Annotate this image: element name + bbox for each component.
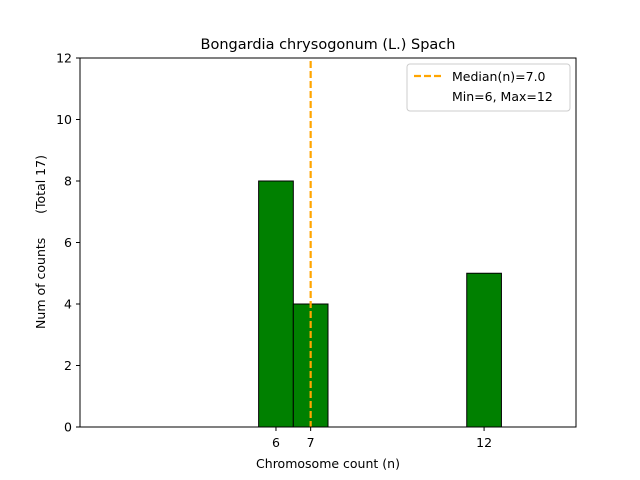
bar-n-12	[466, 272, 502, 428]
x-tick-label: 6	[272, 435, 280, 450]
y-axis-ticks: 0 2 4 6 8 10 12	[56, 51, 80, 435]
y-tick-label: 6	[64, 235, 72, 250]
legend-entry-median: Median(n)=7.0	[452, 69, 546, 84]
y-tick-label: 4	[64, 297, 72, 312]
y-axis-label: Num of counts (Total 17)	[33, 155, 48, 329]
y-tick-label: 12	[56, 51, 72, 66]
y-tick-label: 0	[64, 420, 72, 435]
x-tick-label: 7	[307, 435, 315, 450]
y-tick-label: 2	[64, 358, 72, 373]
chart-title: Bongardia chrysogonum (L.) Spach	[201, 37, 456, 53]
legend: Median(n)=7.0 Min=6, Max=12	[406, 63, 571, 112]
x-axis-ticks: 6 7 12	[272, 427, 492, 450]
x-axis-label: Chromosome count (n)	[256, 456, 400, 471]
bar-n-6	[258, 180, 294, 428]
x-tick-label: 12	[476, 435, 492, 450]
y-tick-label: 10	[56, 112, 72, 127]
legend-entry-range: Min=6, Max=12	[452, 89, 553, 104]
legend-box	[406, 63, 571, 112]
y-tick-label: 8	[64, 174, 72, 189]
